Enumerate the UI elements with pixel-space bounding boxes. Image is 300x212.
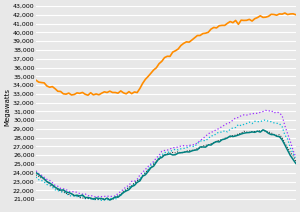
Y-axis label: Megawatts: Megawatts xyxy=(4,88,10,126)
